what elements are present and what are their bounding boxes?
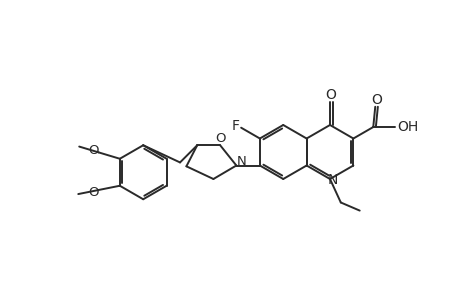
Text: O: O xyxy=(214,132,225,145)
Text: F: F xyxy=(230,119,239,133)
Text: N: N xyxy=(327,173,337,187)
Text: OH: OH xyxy=(397,120,418,134)
Text: N: N xyxy=(236,155,246,168)
Text: O: O xyxy=(325,88,336,102)
Text: O: O xyxy=(370,93,381,107)
Text: O: O xyxy=(88,144,99,157)
Text: O: O xyxy=(88,186,98,199)
